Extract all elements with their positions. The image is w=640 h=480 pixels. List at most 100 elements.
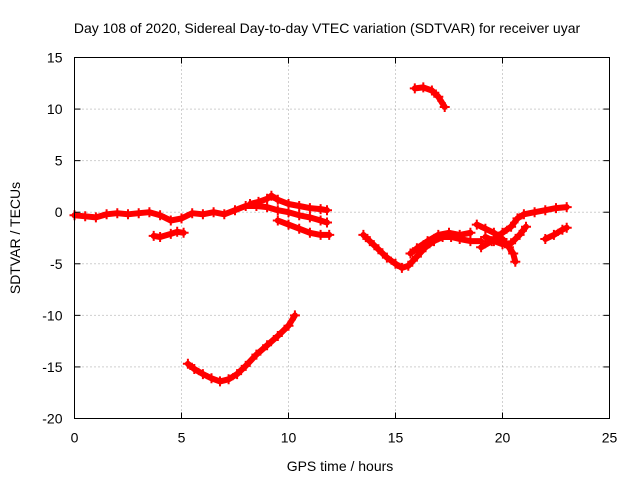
data-point-marker [454, 229, 465, 240]
series-trace [184, 312, 298, 385]
data-point-marker [506, 221, 517, 232]
data-point-marker [390, 258, 401, 269]
data-point-marker [133, 208, 144, 219]
data-point-marker [422, 236, 433, 247]
data-point-marker [272, 205, 283, 216]
data-point-marker [272, 215, 283, 226]
data-point-marker [465, 227, 476, 238]
data-point-marker [215, 376, 225, 387]
y-tick-label: -15 [42, 359, 62, 375]
data-point-marker [403, 260, 414, 271]
data-point-marker [548, 229, 559, 240]
data-point-marker [262, 340, 273, 351]
data-point-marker [283, 219, 294, 230]
data-point-marker [411, 243, 422, 254]
data-point-marker [197, 209, 208, 220]
data-point-marker [253, 196, 264, 207]
series-arc-late-evening [272, 215, 335, 240]
series-arc-afternoon-mid [405, 227, 476, 259]
data-point-marker [189, 364, 200, 374]
data-point-marker [112, 208, 123, 219]
data-point-marker [540, 234, 551, 244]
x-tick-label: 10 [281, 430, 297, 446]
series-arc-morning-dip [148, 226, 189, 242]
data-point-marker [497, 239, 508, 250]
data-point-marker [283, 320, 294, 331]
data-point-marker [471, 219, 482, 230]
x-tick-label: 0 [71, 430, 79, 446]
data-point-marker [373, 244, 384, 255]
data-point-marker [272, 331, 283, 341]
data-point-marker [508, 248, 519, 259]
series-arc-evening-c [480, 221, 531, 250]
data-point-marker [187, 208, 198, 219]
data-point-marker [364, 236, 375, 247]
series-arc-main-high [245, 190, 332, 216]
data-point-marker [90, 212, 101, 223]
data-point-marker [510, 256, 521, 267]
data-point-marker [251, 349, 262, 360]
data-point-marker [315, 204, 326, 215]
data-point-marker [433, 91, 444, 102]
y-tick-label: 0 [55, 204, 63, 220]
series-arc-night [540, 222, 572, 244]
y-tick-label: 5 [55, 153, 63, 169]
series-arc-deep-trough [182, 310, 300, 387]
plot-frame [74, 57, 610, 419]
data-point-marker [322, 205, 332, 216]
data-point-marker [433, 229, 444, 240]
series-trace [478, 204, 570, 251]
axis-ticks: 0 5 10 15 20 25 -20 -15 -10 -5 0 5 10 15 [42, 50, 617, 446]
data-point-marker [178, 227, 189, 238]
data-point-marker [476, 242, 487, 253]
data-point-marker [208, 207, 219, 218]
data-point-marker [182, 358, 193, 369]
data-point-marker [283, 199, 294, 209]
data-point-marker [197, 369, 208, 380]
data-point-marker [439, 102, 450, 112]
data-point-marker [232, 369, 243, 380]
data-point-marker [381, 252, 392, 263]
data-point-marker [223, 374, 234, 385]
data-point-marker [518, 209, 529, 220]
data-point-marker [176, 213, 187, 224]
y-tick-label: -10 [42, 307, 62, 323]
data-point-marker [480, 232, 491, 242]
data-point-marker [409, 83, 420, 94]
data-point-marker [405, 248, 416, 259]
data-point-marker [512, 213, 523, 224]
data-point-marker [294, 223, 305, 234]
data-point-marker [322, 217, 332, 228]
data-point-marker [240, 360, 251, 371]
x-tick-label: 20 [495, 430, 511, 446]
data-series [69, 82, 572, 387]
data-point-marker [304, 203, 315, 214]
data-point-marker [444, 227, 454, 238]
data-point-marker [551, 203, 561, 214]
y-tick-label: 10 [47, 101, 63, 117]
data-point-marker [324, 229, 335, 240]
data-point-marker [426, 85, 437, 96]
data-point-marker [245, 199, 255, 209]
data-point-marker [148, 230, 159, 241]
data-point-marker [272, 194, 283, 205]
data-point-marker [219, 209, 230, 220]
data-point-marker [418, 82, 429, 93]
data-point-marker [315, 215, 326, 226]
data-point-marker [497, 227, 508, 238]
data-point-marker [123, 209, 133, 220]
data-point-marker [529, 207, 540, 218]
data-point-marker [155, 210, 166, 221]
series-trace [247, 192, 330, 214]
data-point-marker [80, 211, 91, 222]
y-axis-title: SDTVAR / TECUs [7, 182, 23, 294]
y-tick-label: -5 [50, 256, 63, 272]
data-point-marker [230, 205, 240, 216]
data-point-marker [540, 205, 551, 216]
y-tick-label: 15 [47, 50, 63, 66]
data-point-marker [506, 238, 517, 249]
data-point-marker [358, 229, 369, 240]
data-point-marker [266, 190, 277, 201]
data-point-marker [396, 262, 407, 273]
